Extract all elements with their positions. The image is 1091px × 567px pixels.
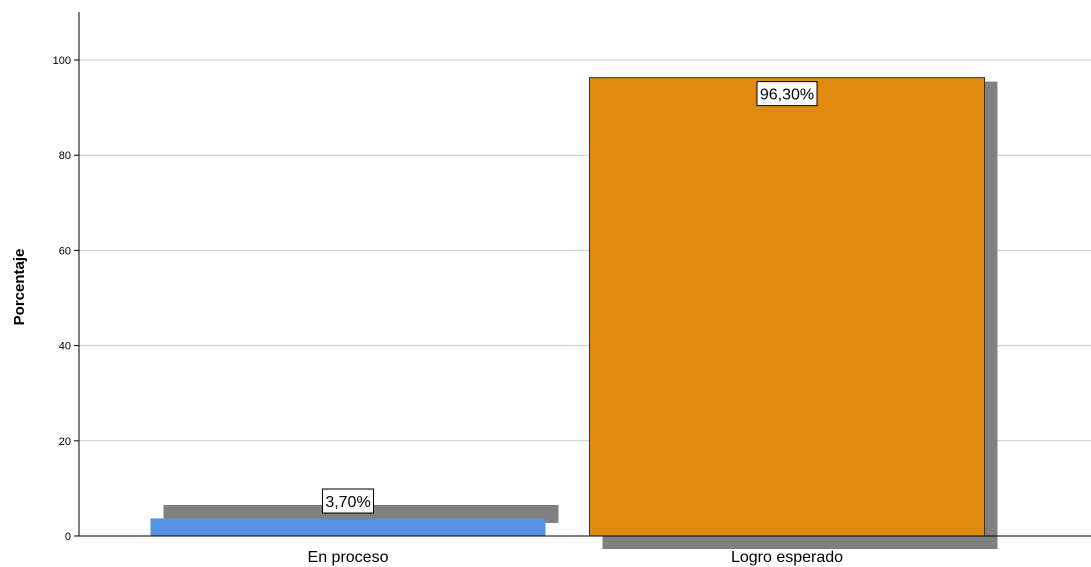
x-category-label-0: En proceso (308, 549, 389, 566)
data-label-1: 96,30% (760, 87, 814, 104)
bar-0 (150, 518, 546, 536)
bar-data-labels: 3,70% 96,30% (322, 81, 818, 514)
bars (150, 77, 985, 537)
y-tick-label-100: 100 (53, 55, 71, 67)
y-tick-label-60: 60 (59, 245, 71, 257)
y-tick-label-0: 0 (65, 531, 71, 543)
x-category-label-1: Logro esperado (731, 549, 843, 566)
axes (78, 12, 1091, 537)
y-axis-title: Porcentaje (11, 249, 28, 326)
y-tick-label-40: 40 (59, 341, 71, 353)
data-label-box-1 (756, 81, 818, 107)
y-tick-label-20: 20 (59, 436, 71, 448)
data-label-0: 3,70% (325, 494, 370, 511)
data-label-box-0 (322, 488, 374, 514)
y-tick-label-80: 80 (59, 150, 71, 162)
x-category-labels: En proceso Logro esperado (308, 549, 844, 566)
y-tick-labels: 0 20 40 60 80 100 (53, 55, 79, 543)
bar-1 (589, 77, 985, 537)
